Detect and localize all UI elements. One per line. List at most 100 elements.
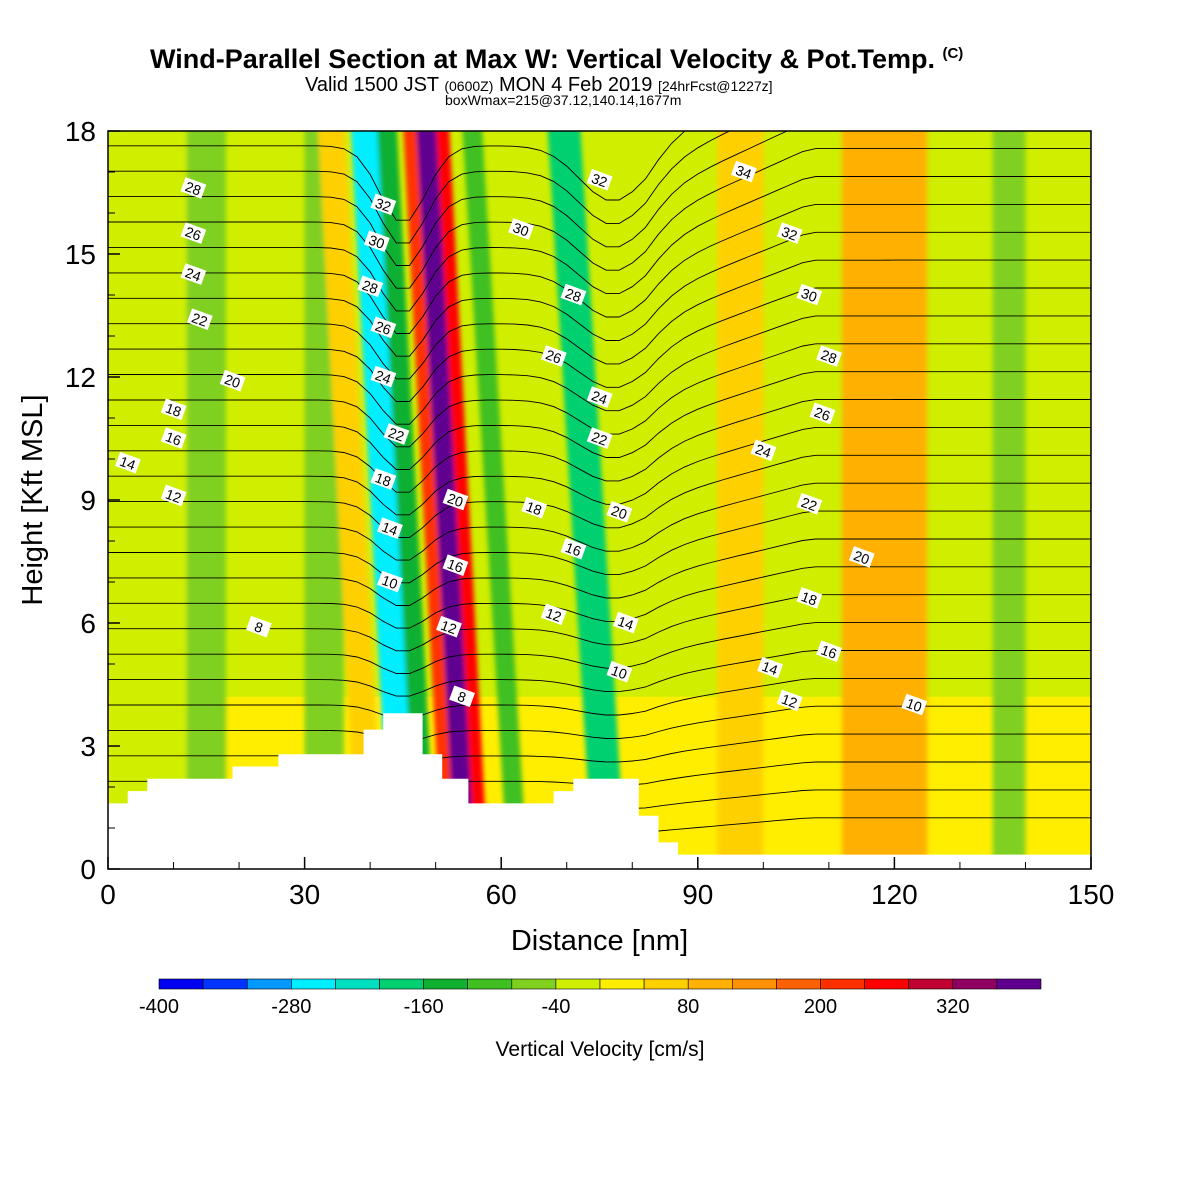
theta-contours: [108, 131, 1091, 833]
colorbar-swatch: [555, 978, 601, 990]
contour-label: 22: [586, 427, 613, 449]
contour-label-text: 24: [373, 367, 393, 387]
contour-labels: 28 26 24 22 20 18 16 14 12 8 32 30 28 26 24 22 18 14 10 20 1…: [114, 160, 928, 716]
velocity-band: [841, 131, 928, 869]
theta-contour-line: [108, 287, 1091, 402]
contour-label-text: 18: [524, 498, 544, 518]
contour-label-text: 26: [183, 223, 203, 243]
contour-label: 28: [180, 177, 207, 199]
box-info: boxWmax=215@37.12,140.14,1677m: [445, 92, 682, 108]
contour-label-bg: [160, 398, 187, 421]
theta-contour-line: [108, 131, 789, 266]
contour-label: 16: [442, 554, 469, 576]
contour-label-text: 10: [904, 695, 924, 715]
contour-label-text: 34: [734, 162, 754, 182]
contour-label: 12: [436, 615, 462, 638]
contour-label-text: 20: [445, 490, 465, 510]
contour-label-bg: [586, 427, 613, 449]
colorbar-swatch: [599, 978, 645, 990]
contour-label-text: 22: [589, 428, 609, 448]
contour-label: 14: [114, 451, 141, 474]
theta-contour-line: [108, 594, 1091, 652]
valid-time-line: Valid 1500 JST (0600Z) MON 4 Feb 2019 [2…: [305, 74, 773, 97]
contour-label-text: 26: [812, 404, 832, 424]
contour-label: 12: [776, 689, 803, 712]
colorbar-swatch: [158, 978, 204, 990]
contour-label: 30: [508, 218, 534, 240]
colorbar-swatch: [643, 978, 689, 990]
contour-label-text: 28: [183, 178, 203, 198]
colorbar-swatch: [335, 978, 380, 990]
velocity-band: [717, 131, 764, 869]
contour-label-bg: [560, 283, 587, 306]
contour-label-text: 18: [163, 400, 183, 420]
contour-label-bg: [757, 656, 783, 679]
forecast-info: [24hrFcst@1227z]: [657, 78, 773, 94]
contour-label-bg: [606, 501, 633, 523]
contour-label: 26: [540, 345, 567, 367]
y-tick-label: 6: [80, 608, 96, 639]
contour-label-bg: [160, 427, 187, 449]
x-tick-label: 0: [100, 879, 116, 910]
theta-contour-line: [108, 131, 731, 244]
colorbar-swatch: [379, 978, 424, 990]
colorbar-swatch: [423, 978, 469, 990]
contour-label: 10: [901, 693, 928, 716]
contour-label-bg: [796, 587, 823, 609]
contour-label: 20: [848, 546, 875, 568]
contour-label-text: 14: [760, 658, 780, 678]
contour-label-bg: [442, 554, 469, 576]
theta-contour-line: [108, 622, 1091, 674]
contour-label-bg: [606, 660, 633, 683]
y-tick-label: 3: [80, 731, 96, 762]
y-axis-label: Height [Kft MSL]: [17, 394, 49, 605]
velocity-band: [108, 131, 187, 869]
contour-label: 22: [186, 308, 213, 330]
contour-label: 10: [606, 660, 633, 683]
contour-label-text: 12: [544, 605, 564, 625]
contour-label-text: 32: [779, 223, 799, 243]
contour-label-text: 22: [386, 424, 406, 444]
contour-label: 26: [809, 402, 836, 425]
contour-label-text: 32: [589, 170, 609, 190]
contour-label-bg: [436, 615, 462, 638]
axes: 0 30 60 90 120 150 0 3 6 9 12 15 18 Distance [nm] Heig…: [17, 116, 1114, 957]
colorbar-swatch: [687, 978, 733, 990]
contour-label-text: 22: [799, 494, 819, 514]
colorbar-swatch: [467, 978, 513, 990]
contour-label-bg: [370, 316, 397, 339]
contour-label-text: 16: [819, 642, 839, 662]
theta-contour-line: [108, 733, 1091, 765]
contour-label-text: 10: [380, 572, 400, 592]
contour-label-bg: [357, 275, 384, 298]
contour-label-bg: [730, 160, 757, 183]
theta-contour-line: [108, 426, 1091, 516]
contour-label-bg: [442, 488, 469, 511]
contour-label-bg: [809, 402, 836, 425]
contour-label-text: 16: [163, 428, 183, 448]
contour-label: 20: [219, 369, 246, 392]
theta-contour-line: [108, 705, 1091, 742]
colorbar-swatch: [996, 978, 1042, 990]
colorbar-tick-label: 80: [677, 996, 699, 1018]
contour-label: 10: [377, 570, 403, 593]
contour-label: 8: [449, 685, 475, 708]
contour-label-bg: [816, 345, 842, 367]
contour-label: 24: [750, 439, 777, 462]
contour-label: 30: [363, 230, 390, 253]
colorbar: -400 -280 -160 -40 80 200 320 Vertical Velocity…: [139, 978, 1042, 1061]
contour-label-bg: [750, 439, 777, 462]
contour-label-text: 28: [819, 346, 839, 366]
contour-label: 26: [370, 316, 397, 339]
contour-label-text: 30: [511, 219, 531, 239]
colorbar-tick-label: -280: [271, 996, 311, 1018]
contour-label: 14: [377, 517, 403, 540]
contour-label-bg: [370, 468, 397, 490]
velocity-band: [992, 131, 1026, 869]
contour-label: 18: [796, 587, 823, 609]
velocity-band: [318, 131, 384, 869]
contour-label-text: 16: [563, 539, 583, 559]
colorbar-swatch: [952, 978, 998, 990]
contour-label-bg: [508, 218, 534, 240]
x-axis-label: Distance [nm]: [511, 925, 688, 957]
